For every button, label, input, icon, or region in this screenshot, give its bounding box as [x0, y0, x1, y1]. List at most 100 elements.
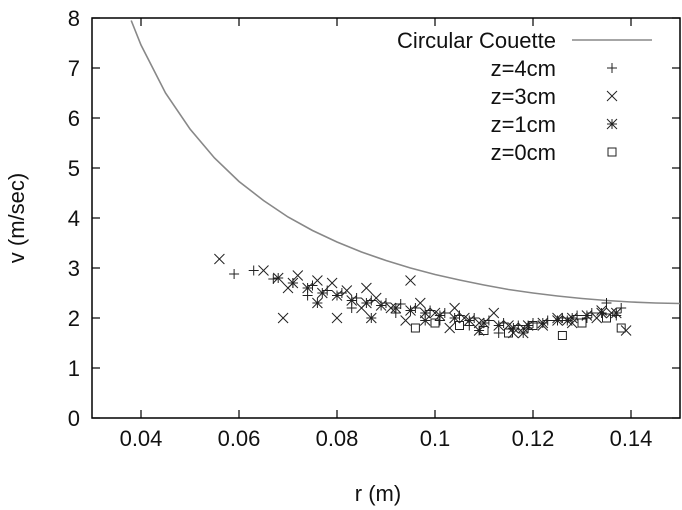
data-point [473, 325, 485, 336]
data-point [429, 307, 441, 319]
data-point [517, 327, 529, 339]
data-point [577, 318, 587, 328]
series-z-1cm [272, 272, 622, 339]
data-point [610, 307, 622, 319]
series-line [130, 20, 681, 305]
y-tick-label: 4 [68, 206, 80, 231]
legend-marker-swatch [607, 147, 617, 157]
series-z-4cm [229, 265, 627, 338]
data-point [444, 322, 456, 334]
y-axis-label: v (m/sec) [4, 173, 29, 263]
data-point [331, 312, 343, 324]
data-point [322, 285, 333, 296]
legend-item: Circular Couette [397, 28, 652, 53]
data-point [414, 297, 426, 309]
data-point [346, 295, 358, 306]
data-point [601, 298, 612, 308]
data-point [361, 282, 372, 294]
data-point [229, 269, 240, 279]
y-tick-label: 8 [68, 6, 80, 31]
x-tick-label: 0.08 [316, 426, 359, 451]
x-tick-label: 0.04 [120, 426, 163, 451]
data-point [488, 307, 500, 319]
data-point [365, 312, 377, 324]
data-point [419, 307, 431, 319]
data-point [552, 315, 563, 326]
data-point [616, 323, 626, 333]
data-point [602, 313, 611, 323]
data-point [479, 326, 489, 335]
data-point [522, 320, 534, 331]
data-point [292, 270, 304, 281]
legend-item: z=0cm [491, 140, 617, 165]
data-point [566, 312, 578, 324]
x-tick-label: 0.06 [218, 426, 261, 451]
legend-label: z=3cm [491, 84, 556, 109]
data-point [214, 253, 225, 265]
data-point [434, 310, 446, 321]
data-point [425, 305, 436, 316]
legend-label: z=4cm [491, 56, 556, 81]
data-point [302, 282, 313, 294]
data-point [272, 272, 284, 284]
y-tick-label: 2 [68, 306, 80, 331]
data-point [498, 318, 509, 328]
data-point [375, 300, 387, 311]
legend-label: z=0cm [491, 140, 556, 165]
data-point [537, 317, 549, 329]
data-point [370, 292, 382, 304]
data-point [508, 322, 519, 334]
data-point [504, 328, 513, 338]
data-point [248, 265, 259, 276]
data-point [405, 275, 416, 286]
data-point [596, 307, 607, 319]
data-point [483, 315, 494, 326]
series-z-0cm [410, 313, 626, 340]
data-point [455, 321, 464, 330]
data-point [454, 310, 465, 321]
data-point [557, 331, 567, 340]
y-tick-label: 6 [68, 106, 80, 131]
data-point [331, 290, 343, 301]
x-tick-label: 0.14 [610, 426, 653, 451]
data-point [316, 287, 328, 299]
data-point [572, 310, 583, 321]
data-point [258, 265, 269, 276]
series-circular-couette [130, 20, 681, 305]
data-point [351, 293, 362, 303]
y-tick-label: 1 [68, 356, 80, 381]
plot-area [91, 17, 681, 419]
data-point [528, 318, 538, 328]
x-tick-label: 0.12 [512, 426, 555, 451]
legend-label: Circular Couette [397, 28, 556, 53]
data-point [513, 320, 524, 331]
legend-marker-swatch [606, 90, 618, 102]
series-layer [130, 20, 681, 340]
y-tick-label: 0 [68, 406, 80, 431]
data-point [419, 315, 431, 326]
x-tick-label: 0.1 [420, 426, 451, 451]
data-point [620, 325, 632, 336]
data-point [341, 285, 353, 296]
y-tick-label: 7 [68, 56, 80, 81]
data-point [361, 297, 372, 309]
data-point [493, 320, 505, 331]
x-axis-label: r (m) [355, 481, 401, 506]
data-point [430, 318, 440, 328]
legend-marker-swatch [606, 118, 618, 130]
y-tick-label: 5 [68, 156, 80, 181]
data-point [463, 315, 475, 326]
data-point [449, 302, 460, 314]
y-tick-label: 3 [68, 256, 80, 281]
data-point [287, 277, 299, 289]
legend: Circular Couette z=4cm z=3cm z=1cm z=0cm [397, 28, 652, 165]
data-point [390, 302, 402, 314]
data-point [478, 317, 490, 329]
data-point [557, 313, 568, 323]
series-z-3cm [214, 253, 632, 339]
data-point [561, 315, 573, 326]
data-point [277, 312, 289, 324]
data-point [581, 310, 593, 321]
data-point [400, 315, 411, 326]
data-point [366, 295, 377, 306]
